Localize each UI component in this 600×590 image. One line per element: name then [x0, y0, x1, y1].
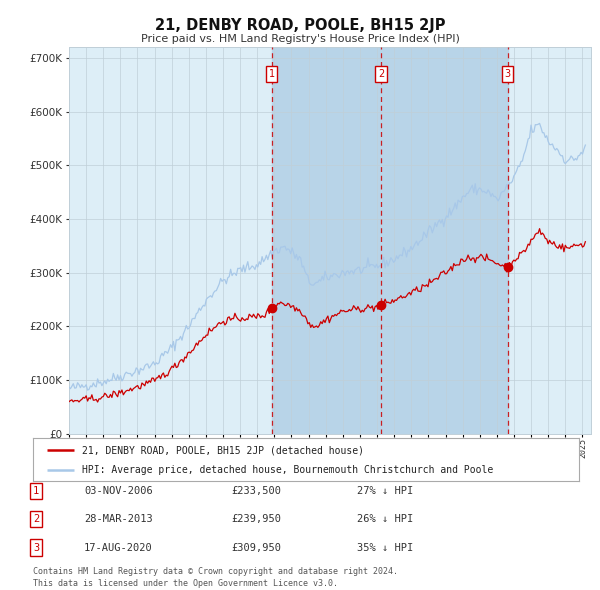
Text: £233,500: £233,500	[231, 486, 281, 496]
Text: 17-AUG-2020: 17-AUG-2020	[84, 543, 153, 552]
Text: Price paid vs. HM Land Registry's House Price Index (HPI): Price paid vs. HM Land Registry's House …	[140, 34, 460, 44]
Text: 35% ↓ HPI: 35% ↓ HPI	[357, 543, 413, 552]
Text: 21, DENBY ROAD, POOLE, BH15 2JP (detached house): 21, DENBY ROAD, POOLE, BH15 2JP (detache…	[82, 445, 364, 455]
Text: £309,950: £309,950	[231, 543, 281, 552]
Text: 3: 3	[505, 69, 511, 79]
Text: 1: 1	[269, 69, 275, 79]
Text: 2: 2	[33, 514, 39, 524]
Text: 21, DENBY ROAD, POOLE, BH15 2JP: 21, DENBY ROAD, POOLE, BH15 2JP	[155, 18, 445, 32]
Text: 1: 1	[33, 486, 39, 496]
Text: 3: 3	[33, 543, 39, 552]
Bar	[272, 47, 508, 434]
Text: 27% ↓ HPI: 27% ↓ HPI	[357, 486, 413, 496]
Text: £239,950: £239,950	[231, 514, 281, 524]
Text: 2: 2	[378, 69, 384, 79]
Text: 26% ↓ HPI: 26% ↓ HPI	[357, 514, 413, 524]
Text: Contains HM Land Registry data © Crown copyright and database right 2024.
This d: Contains HM Land Registry data © Crown c…	[33, 568, 398, 588]
Text: 28-MAR-2013: 28-MAR-2013	[84, 514, 153, 524]
Text: HPI: Average price, detached house, Bournemouth Christchurch and Poole: HPI: Average price, detached house, Bour…	[82, 466, 493, 475]
Text: 03-NOV-2006: 03-NOV-2006	[84, 486, 153, 496]
